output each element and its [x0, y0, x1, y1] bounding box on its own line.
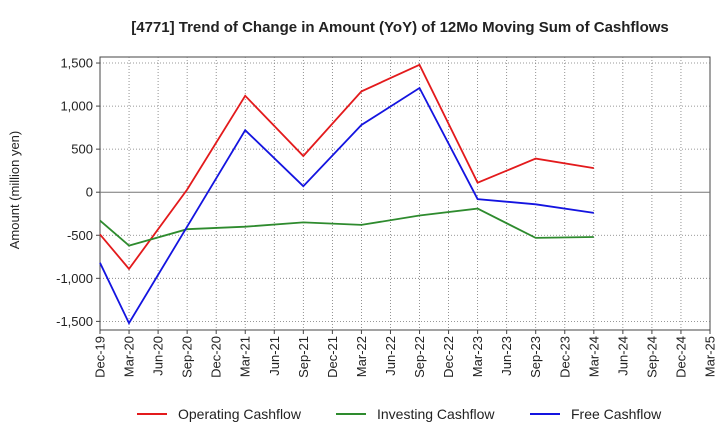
y-axis-label: Amount (million yen) — [7, 131, 22, 250]
x-tick-label: Sep-22 — [412, 336, 427, 378]
plot-frame — [99, 56, 711, 331]
y-tick-label: -1,500 — [56, 314, 93, 329]
legend-label: Investing Cashflow — [377, 406, 495, 422]
x-tick-label: Jun-24 — [615, 336, 630, 376]
x-tick-label: Dec-20 — [209, 336, 224, 378]
x-tick-label: Mar-24 — [586, 336, 601, 377]
x-tick-label: Mar-22 — [354, 336, 369, 377]
x-tick-label: Dec-23 — [557, 336, 572, 378]
legend-label: Free Cashflow — [571, 406, 662, 422]
legend-label: Operating Cashflow — [178, 406, 302, 422]
y-tick-label: 0 — [86, 185, 93, 200]
y-tick-label: 500 — [71, 142, 93, 157]
series-line-investing-cashflow — [99, 207, 594, 247]
x-tick-label: Sep-24 — [644, 336, 659, 378]
series-line-free-cashflow — [99, 86, 594, 325]
x-tick-label: Sep-21 — [296, 336, 311, 378]
y-tick-label: 1,000 — [60, 99, 93, 114]
x-tick-label: Mar-21 — [238, 336, 253, 377]
x-tick-label: Dec-24 — [673, 336, 688, 378]
x-tick-label: Dec-21 — [325, 336, 340, 378]
series-line-operating-cashflow — [99, 63, 594, 271]
x-tick-label: Jun-22 — [383, 336, 398, 376]
x-tick-label: Sep-23 — [528, 336, 543, 378]
x-tick-label: Mar-23 — [470, 336, 485, 377]
y-tick-label: 1,500 — [60, 56, 93, 71]
x-tick-label: Dec-19 — [93, 336, 108, 378]
x-tick-label: Sep-20 — [180, 336, 195, 378]
y-tick-label: -500 — [67, 228, 93, 243]
x-tick-label: Jun-23 — [499, 336, 514, 376]
legend: Operating Cashflow Investing Cashflow Free… — [137, 406, 662, 422]
chart-title: [4771] Trend of Change in Amount (YoY) o… — [131, 19, 669, 36]
x-tick-label: Mar-25 — [703, 336, 718, 377]
x-tick-label: Jun-21 — [267, 336, 282, 376]
x-tick-label: Jun-20 — [151, 336, 166, 376]
x-tick-label: Dec-22 — [441, 336, 456, 378]
x-tick-label: Mar-20 — [122, 336, 137, 377]
y-tick-label: -1,000 — [56, 271, 93, 286]
